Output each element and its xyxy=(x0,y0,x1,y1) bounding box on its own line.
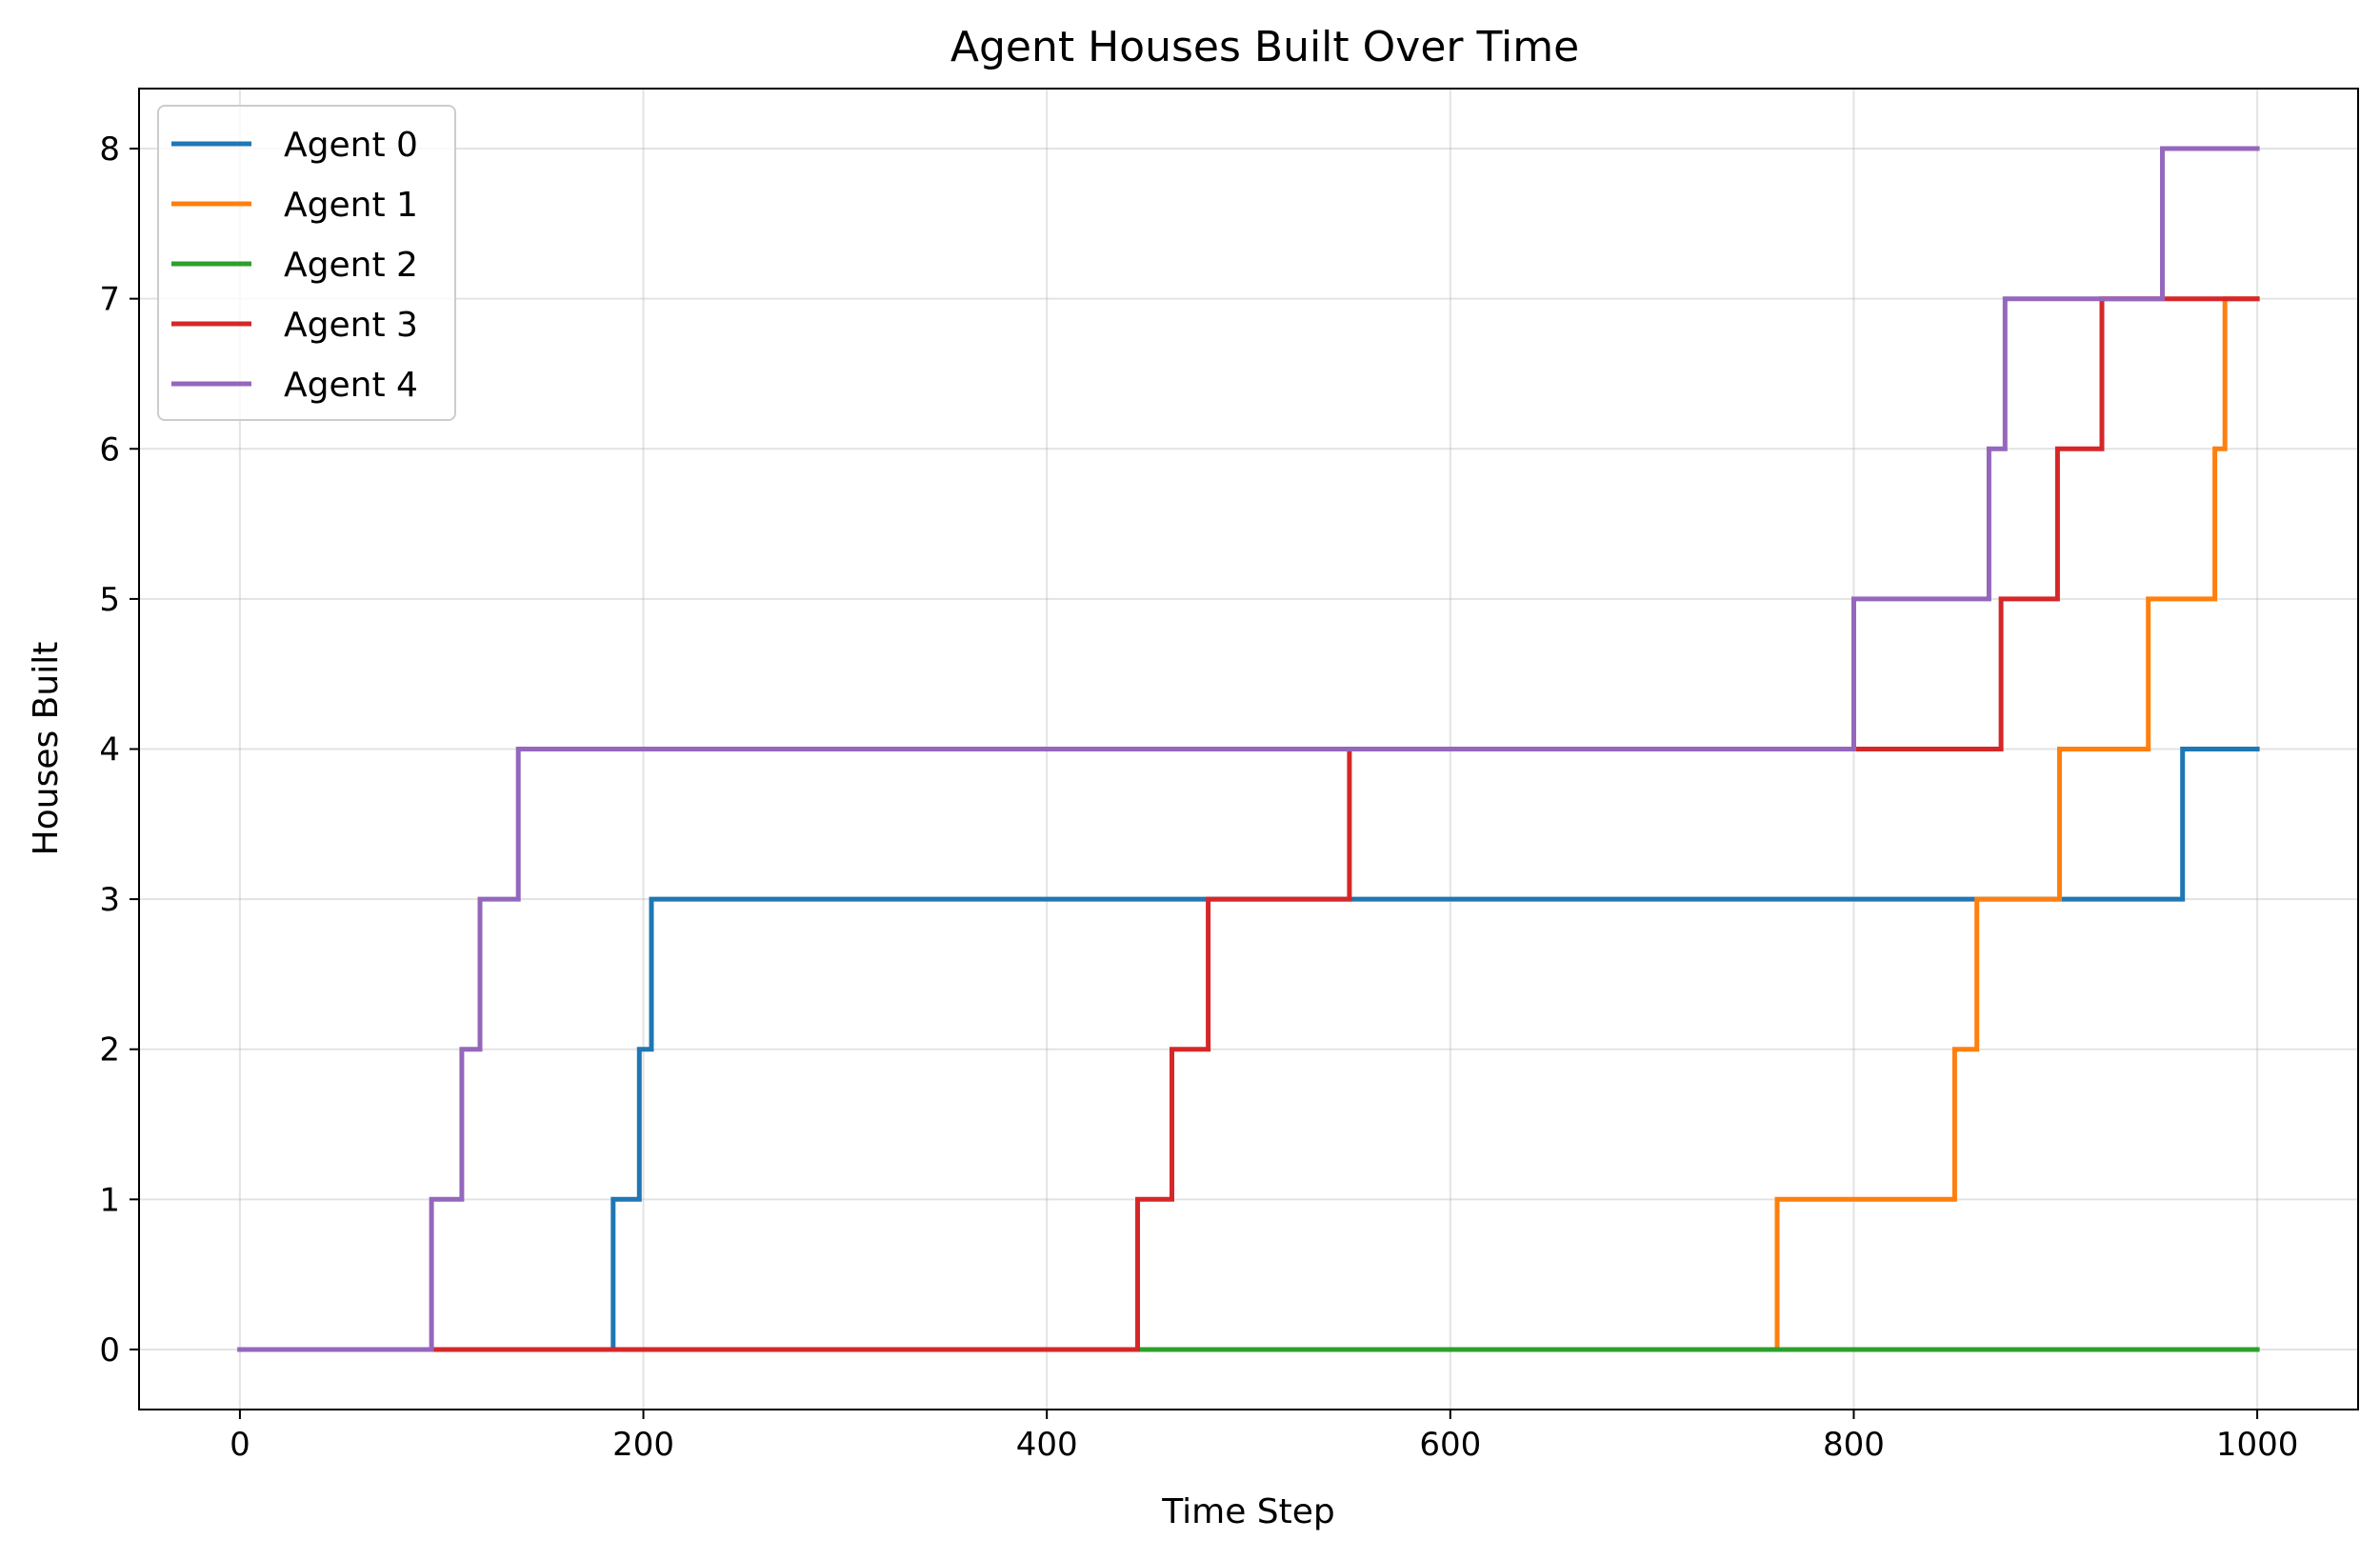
legend-label-agent-3: Agent 3 xyxy=(284,306,418,345)
chart-title: Agent Houses Built Over Time xyxy=(950,23,1579,71)
series-line-agent-3 xyxy=(237,296,2260,1352)
x-tick-label: 1000 xyxy=(2216,1426,2299,1464)
legend: Agent 0 Agent 1 Agent 2 Agent 3 Agent 4 xyxy=(157,105,456,421)
legend-box xyxy=(157,105,456,421)
y-tick-label: 1 xyxy=(99,1181,120,1219)
legend-label-agent-1: Agent 1 xyxy=(284,186,418,225)
legend-label-agent-2: Agent 2 xyxy=(284,246,418,285)
legend-label-agent-4: Agent 4 xyxy=(284,366,418,405)
y-tick-label: 8 xyxy=(99,130,120,169)
series-line-agent-4 xyxy=(237,146,2260,1352)
y-tick-label: 2 xyxy=(99,1031,120,1070)
x-tick-label: 200 xyxy=(612,1426,674,1464)
y-tick-label: 7 xyxy=(99,281,120,319)
legend-label-agent-0: Agent 0 xyxy=(284,126,418,165)
x-tick-label: 800 xyxy=(1823,1426,1885,1464)
y-axis-label: Houses Built xyxy=(27,642,66,856)
x-tick-label: 0 xyxy=(230,1426,250,1464)
x-axis-label: Time Step xyxy=(1161,1492,1335,1531)
y-tick-label: 3 xyxy=(99,881,120,919)
y-tick-label: 5 xyxy=(99,581,120,619)
series-line-agent-0 xyxy=(237,747,2260,1352)
y-tick-label: 0 xyxy=(99,1331,120,1370)
series-lines xyxy=(237,146,2260,1352)
x-tick-label: 400 xyxy=(1016,1426,1078,1464)
y-tick-label: 4 xyxy=(99,731,120,770)
axis-ticks: 0 200 400 600 800 1000 0 1 2 3 4 5 6 7 8 xyxy=(99,130,2298,1464)
x-tick-label: 600 xyxy=(1419,1426,1481,1464)
y-tick-label: 6 xyxy=(99,430,120,469)
series-line-agent-1 xyxy=(237,296,2260,1352)
